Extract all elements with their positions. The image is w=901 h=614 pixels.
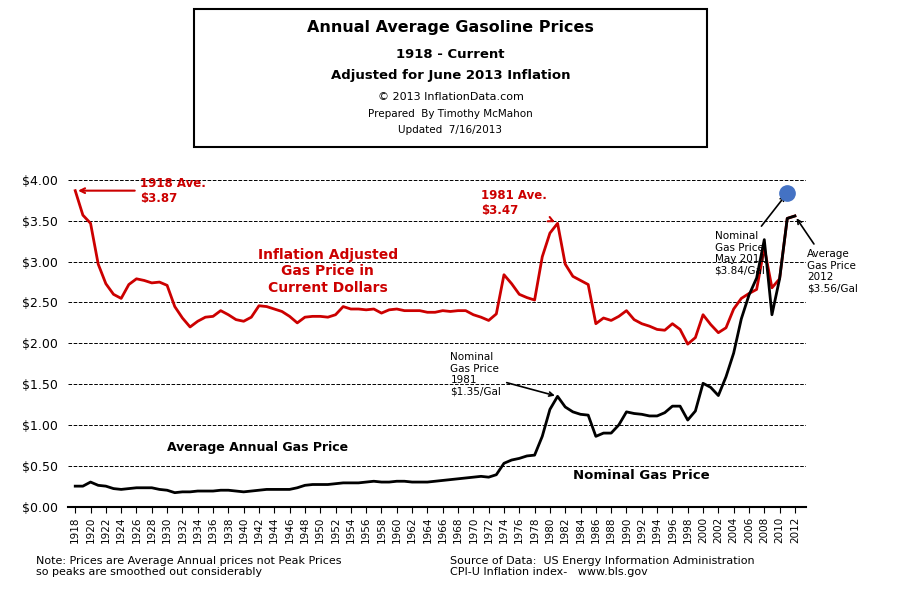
Text: 1981 Ave.
$3.47: 1981 Ave. $3.47 [481,189,553,221]
Text: 1918 - Current: 1918 - Current [396,48,505,61]
Text: Annual Average Gasoline Prices: Annual Average Gasoline Prices [307,20,594,34]
Text: Inflation Adjusted
Gas Price in
Current Dollars: Inflation Adjusted Gas Price in Current … [258,248,398,295]
Text: Adjusted for June 2013 Inflation: Adjusted for June 2013 Inflation [331,69,570,82]
Text: © 2013 InflationData.com: © 2013 InflationData.com [378,92,523,102]
Text: Updated  7/16/2013: Updated 7/16/2013 [398,125,503,134]
Text: Nominal
Gas Price
May 2011
$3.84/Gal: Nominal Gas Price May 2011 $3.84/Gal [714,196,785,276]
Text: Note: Prices are Average Annual prices not Peak Prices
so peaks are smoothed out: Note: Prices are Average Annual prices n… [36,556,341,577]
Text: 1918 Ave.
$3.87: 1918 Ave. $3.87 [80,177,206,204]
Text: Prepared  By Timothy McMahon: Prepared By Timothy McMahon [369,109,532,119]
Text: Average
Gas Price
2012
$3.56/Gal: Average Gas Price 2012 $3.56/Gal [797,220,858,294]
Text: Nominal
Gas Price
1981
$1.35/Gal: Nominal Gas Price 1981 $1.35/Gal [450,352,553,397]
Text: Nominal Gas Price: Nominal Gas Price [573,469,709,482]
Text: Average Annual Gas Price: Average Annual Gas Price [167,441,348,454]
Text: Source of Data:  US Energy Information Administration
CPI-U Inflation index-   w: Source of Data: US Energy Information Ad… [450,556,755,577]
